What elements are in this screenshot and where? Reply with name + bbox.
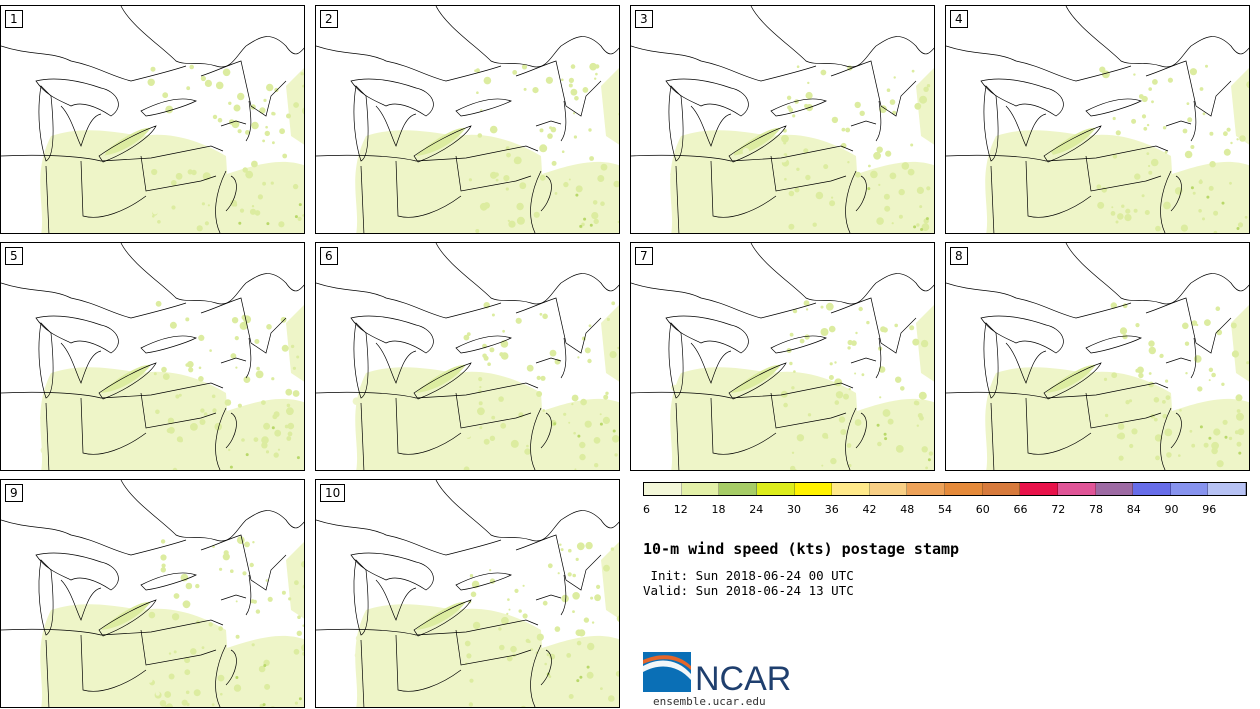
member-panel-2: 2 [315, 5, 620, 234]
wind-speed-map [946, 243, 1249, 470]
plot-title: 10-m wind speed (kts) postage stamp [643, 540, 960, 558]
colorbar-segment [1208, 483, 1246, 495]
colorbar-tick: 12 [673, 503, 688, 516]
panel-number-label: 4 [950, 10, 968, 28]
colorbar-segment [644, 483, 682, 495]
panel-number-label: 5 [5, 247, 23, 265]
colorbar-segment [1057, 483, 1096, 495]
panel-number-label: 6 [320, 247, 338, 265]
colorbar-tick: 18 [711, 503, 726, 516]
colorbar-segment [1170, 483, 1209, 495]
colorbar-segment [756, 483, 795, 495]
panel-number-label: 7 [635, 247, 653, 265]
colorbar-tick: 24 [749, 503, 764, 516]
logo-url: ensemble.ucar.edu [653, 695, 766, 708]
valid-time: Valid: Sun 2018-06-24 13 UTC [643, 583, 854, 598]
member-panel-10: 10 [315, 479, 620, 708]
wind-speed-map [316, 6, 619, 233]
wind-speed-map [1, 480, 304, 707]
wind-speed-map [1, 6, 304, 233]
logo-text: NCAR [695, 660, 791, 696]
member-panel-9: 9 [0, 479, 305, 708]
colorbar-segment [719, 483, 757, 495]
colorbar-segment [1020, 483, 1058, 495]
panel-number-label: 8 [950, 247, 968, 265]
colorbar-segment [794, 483, 833, 495]
colorbar-segment [982, 483, 1021, 495]
colorbar-segment [869, 483, 908, 495]
colorbar-tick: 66 [1013, 503, 1028, 516]
member-panel-1: 1 [0, 5, 305, 234]
colorbar-tick: 54 [938, 503, 952, 516]
colorbar-tick: 42 [862, 503, 877, 516]
colorbar-tick: 48 [900, 503, 915, 516]
panel-number-label: 9 [5, 484, 23, 502]
colorbar-segment [945, 483, 983, 495]
wind-speed-map [1, 243, 304, 470]
colorbar-tick: 90 [1164, 503, 1179, 516]
init-time: Init: Sun 2018-06-24 00 UTC [643, 568, 854, 583]
colorbar-segment [1095, 483, 1134, 495]
member-panel-8: 8 [945, 242, 1250, 471]
colorbar-tick: 84 [1126, 503, 1141, 516]
member-panel-6: 6 [315, 242, 620, 471]
colorbar-segment [681, 483, 720, 495]
colorbar-segment [832, 483, 870, 495]
member-panel-7: 7 [630, 242, 935, 471]
panel-number-label: 1 [5, 10, 23, 28]
wind-speed-map [946, 6, 1249, 233]
ncar-logo: NCAR [643, 652, 791, 696]
colorbar-tick: 96 [1202, 503, 1217, 516]
panel-number-label: 3 [635, 10, 653, 28]
wind-speed-map [631, 243, 934, 470]
colorbar-tick: 60 [975, 503, 990, 516]
colorbar-tick: 72 [1051, 503, 1066, 516]
wind-speed-map [316, 243, 619, 470]
colorbar-tick: 6 [643, 503, 650, 516]
member-panel-4: 4 [945, 5, 1250, 234]
member-panel-3: 3 [630, 5, 935, 234]
colorbar-segment [907, 483, 945, 495]
colorbar-tick-labels: 6 12 18 24 30 36 42 48 54 60 66 72 78 84 90 96 [643, 503, 1247, 517]
colorbar-tick: 78 [1089, 503, 1103, 516]
wind-speed-map [316, 480, 619, 707]
wind-speed-map [631, 6, 934, 233]
colorbar-segment [1133, 483, 1171, 495]
panel-number-label: 10 [320, 484, 346, 502]
panel-number-label: 2 [320, 10, 338, 28]
member-panel-5: 5 [0, 242, 305, 471]
colorbar-tick: 36 [824, 503, 839, 516]
colorbar-tick: 30 [787, 503, 801, 516]
colorbar [643, 482, 1247, 496]
